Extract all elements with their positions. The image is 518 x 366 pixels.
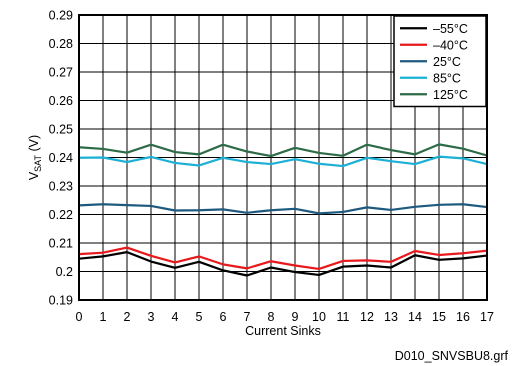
x-tick-label: 8 [268, 310, 275, 324]
x-tick-label: 0 [76, 310, 83, 324]
x-tick-labels: 0 1 2 3 4 5 6 7 8 9 10 11 12 13 14 15 16 17 [76, 310, 494, 324]
x-tick-label: 13 [384, 310, 398, 324]
y-tick-label: 0.22 [49, 208, 73, 222]
x-tick-label: 11 [337, 310, 350, 324]
x-tick-label: 7 [244, 310, 251, 324]
x-tick-label: 3 [148, 310, 155, 324]
series-line-1 [78, 246, 488, 271]
x-tick-label: 4 [172, 310, 179, 324]
x-tick-label: 14 [408, 310, 422, 324]
x-tick-label: 6 [220, 310, 227, 324]
y-tick-label: 0.23 [49, 180, 73, 194]
x-tick-label: 2 [124, 310, 131, 324]
legend-label-0: –55°C [433, 22, 468, 36]
legend: –55°C –40°C 25°C 85°C 125°C [393, 15, 487, 108]
y-tick-label: 0.19 [49, 294, 73, 308]
y-tick-label: 0.24 [49, 151, 73, 165]
x-tick-label: 5 [196, 310, 203, 324]
series-line-3 [78, 155, 488, 168]
y-tick-label: 0.26 [49, 94, 73, 108]
x-tick-label: 17 [480, 310, 494, 324]
series-line-2 [78, 203, 488, 215]
y-tick-label: 0.21 [49, 237, 73, 251]
y-tick-label: 0.25 [49, 123, 73, 137]
x-tick-label: 10 [312, 310, 326, 324]
series-line-4 [78, 143, 488, 158]
y-tick-label: 0.29 [49, 9, 73, 23]
legend-label-4: 125°C [433, 88, 468, 102]
x-tick-label: 12 [360, 310, 374, 324]
x-axis-title: Current Sinks [245, 324, 321, 338]
file-name-footnote: D010_SNVSBU8.grf [395, 349, 509, 363]
series-line-0 [78, 251, 488, 277]
y-axis-title-main: V [27, 171, 41, 180]
legend-label-2: 25°C [433, 55, 461, 69]
x-tick-label: 1 [100, 310, 107, 324]
y-axis-title-sub: SAT [33, 154, 43, 171]
y-axis-title-unit: (V) [27, 135, 41, 155]
series-lines [78, 143, 488, 277]
y-tick-label: 0.27 [49, 66, 73, 80]
x-tick-label: 16 [456, 310, 470, 324]
plot-frame [78, 14, 488, 301]
legend-label-3: 85°C [433, 71, 461, 85]
y-tick-label: 0.2 [56, 265, 73, 279]
y-axis-title: VSAT (V) [27, 135, 43, 180]
x-tick-label: 9 [292, 310, 299, 324]
y-tick-labels: 0.19 0.2 0.21 0.22 0.23 0.24 0.25 0.26 0.27 0.28 0… [49, 9, 73, 308]
legend-label-1: –40°C [433, 38, 468, 52]
y-tick-label: 0.28 [49, 37, 73, 51]
x-tick-label: 15 [432, 310, 446, 324]
